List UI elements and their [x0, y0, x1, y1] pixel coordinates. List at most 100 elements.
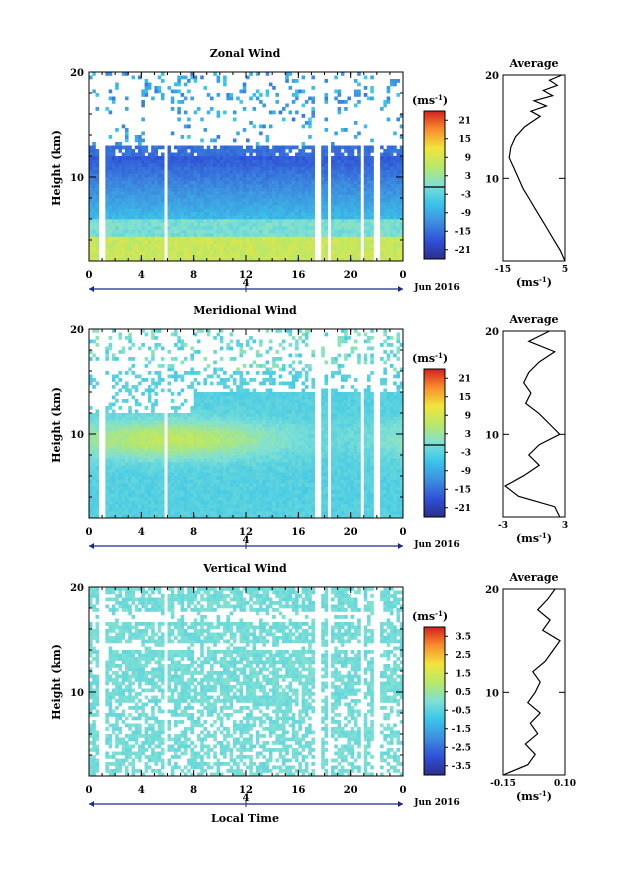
- field-cell: [177, 514, 181, 519]
- field-cell: [193, 226, 198, 230]
- field-cell: [134, 159, 139, 164]
- field-cell: [242, 156, 247, 160]
- field-cell: [147, 430, 152, 435]
- field-cell: [386, 257, 391, 262]
- field-cell: [340, 166, 345, 171]
- field-cell: [89, 173, 93, 178]
- field-cell: [167, 374, 172, 379]
- field-cell: [118, 257, 123, 262]
- field-cell: [180, 257, 185, 262]
- field-cell: [187, 159, 191, 164]
- field-cell: [308, 180, 312, 185]
- field-cell: [399, 212, 404, 216]
- field-cell: [311, 257, 315, 262]
- field-cell: [334, 205, 338, 209]
- field-cell: [144, 243, 149, 248]
- field-cell: [151, 416, 155, 421]
- field-cell: [157, 170, 162, 174]
- field-cell: [399, 194, 404, 199]
- field-cell: [121, 257, 126, 262]
- field-cell: [193, 184, 198, 188]
- field-cell: [183, 177, 188, 181]
- field-cell: [177, 117, 181, 122]
- field-cell: [226, 392, 230, 396]
- field-cell: [108, 187, 113, 192]
- field-cell: [393, 180, 397, 185]
- field-cell: [167, 163, 172, 167]
- field-cell: [383, 184, 387, 188]
- field-cell: [347, 212, 351, 216]
- field-cell: [89, 434, 93, 438]
- field-cell: [187, 486, 191, 491]
- field-cell: [147, 215, 152, 220]
- field-cell: [138, 434, 142, 438]
- field-cell: [347, 152, 351, 157]
- field-cell: [95, 336, 100, 340]
- field-cell: [134, 219, 139, 223]
- field-cell: [141, 479, 145, 484]
- field-cell: [386, 152, 391, 157]
- field-cell: [105, 472, 109, 477]
- field-cell: [177, 149, 181, 153]
- field-cell: [144, 198, 149, 202]
- field-cell: [301, 145, 306, 150]
- field-cell: [265, 250, 270, 255]
- field-cell: [177, 250, 181, 255]
- field-cell: [383, 156, 387, 160]
- field-cell: [334, 194, 338, 199]
- field-cell: [203, 493, 208, 498]
- field-cell: [177, 441, 181, 445]
- field-cell: [138, 254, 142, 258]
- field-cell: [246, 194, 250, 199]
- field-cell: [334, 229, 338, 234]
- field-cell: [105, 187, 109, 192]
- field-cell: [210, 173, 214, 178]
- field-cell: [206, 511, 211, 515]
- field-cell: [216, 507, 221, 512]
- field-cell: [190, 455, 194, 459]
- field-cell: [278, 236, 283, 241]
- field-cell: [108, 420, 113, 424]
- colorbar-tick-label: -21: [455, 246, 471, 256]
- field-cell: [281, 233, 286, 237]
- field-cell: [337, 226, 342, 230]
- field-cell: [370, 184, 374, 188]
- field-cell: [344, 128, 348, 132]
- field-cell: [236, 469, 240, 473]
- field-cell: [121, 490, 126, 494]
- field-cell: [118, 514, 123, 519]
- field-cell: [118, 163, 123, 167]
- field-cell: [118, 448, 123, 452]
- field-cell: [108, 180, 113, 185]
- field-cell: [144, 448, 149, 452]
- field-cell: [278, 215, 283, 220]
- field-cell: [154, 448, 158, 452]
- field-cell: [311, 180, 315, 185]
- field-cell: [151, 455, 155, 459]
- field-cell: [167, 187, 172, 192]
- field-cell: [219, 507, 224, 512]
- field-cell: [190, 149, 194, 153]
- field-cell: [183, 149, 188, 153]
- field-cell: [206, 409, 211, 414]
- field-cell: [357, 177, 361, 181]
- field-cell: [144, 191, 149, 195]
- field-cell: [151, 409, 155, 414]
- field-cell: [367, 149, 371, 153]
- field-cell: [232, 149, 237, 153]
- field-cell: [213, 254, 217, 258]
- field-cell: [95, 504, 100, 508]
- field-cell: [216, 402, 221, 407]
- field-cell: [311, 187, 315, 192]
- field-cell: [124, 451, 129, 456]
- field-cell: [151, 479, 155, 484]
- field-cell: [219, 395, 224, 400]
- field-cell: [210, 399, 214, 403]
- field-cell: [115, 247, 119, 251]
- field-cell: [344, 177, 348, 181]
- field-cell: [357, 208, 361, 213]
- field-cell: [157, 497, 162, 501]
- field-cell: [210, 233, 214, 237]
- field-cell: [180, 166, 185, 171]
- field-cell: [259, 257, 263, 262]
